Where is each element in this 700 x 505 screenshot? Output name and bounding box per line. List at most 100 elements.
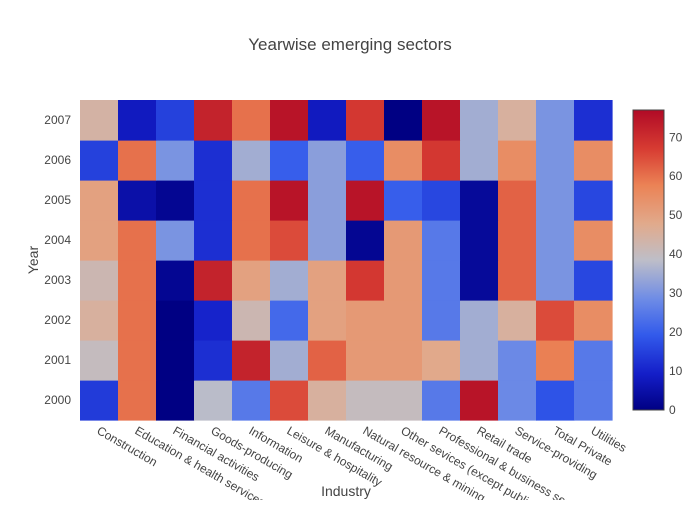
heatmap-cell bbox=[308, 220, 347, 261]
heatmap-cell bbox=[384, 220, 423, 261]
heatmap-cell bbox=[118, 340, 157, 381]
colorbar-tick-label: 20 bbox=[669, 325, 683, 339]
heatmap-cell bbox=[498, 100, 537, 141]
heatmap-cell bbox=[270, 300, 309, 341]
heatmap-cell bbox=[384, 180, 423, 221]
heatmap-cell bbox=[156, 260, 195, 301]
heatmap-cell bbox=[460, 100, 499, 141]
heatmap-cell bbox=[118, 300, 157, 341]
heatmap-cell bbox=[536, 140, 575, 181]
heatmap-cell bbox=[232, 100, 271, 141]
colorbar-tick-label: 60 bbox=[669, 169, 683, 183]
heatmap-cell bbox=[574, 180, 613, 221]
heatmap-cell bbox=[80, 260, 119, 301]
heatmap-cell bbox=[194, 260, 233, 301]
heatmap-cell bbox=[498, 220, 537, 261]
heatmap-cell bbox=[460, 380, 499, 421]
heatmap-cell bbox=[80, 140, 119, 181]
heatmap-cell bbox=[346, 180, 385, 221]
heatmap-cell bbox=[460, 140, 499, 181]
heatmap-cell bbox=[536, 340, 575, 381]
colorbar-tick-label: 40 bbox=[669, 247, 683, 261]
heatmap-cell bbox=[498, 180, 537, 221]
heatmap-cell bbox=[384, 380, 423, 421]
heatmap-cell bbox=[384, 100, 423, 141]
heatmap-cell bbox=[194, 380, 233, 421]
heatmap-cell bbox=[80, 220, 119, 261]
heatmap-cell bbox=[194, 100, 233, 141]
heatmap-cell bbox=[498, 260, 537, 301]
heatmap-cell bbox=[232, 180, 271, 221]
heatmap-cell bbox=[232, 260, 271, 301]
heatmap-cell bbox=[118, 260, 157, 301]
heatmap-cell bbox=[574, 380, 613, 421]
heatmap-cell bbox=[498, 140, 537, 181]
heatmap-cell bbox=[118, 220, 157, 261]
heatmap-cell bbox=[422, 300, 461, 341]
heatmap-cell bbox=[422, 100, 461, 141]
y-tick-label: 2004 bbox=[44, 233, 71, 247]
heatmap-cell bbox=[80, 380, 119, 421]
heatmap-cell bbox=[536, 380, 575, 421]
heatmap-cell bbox=[422, 140, 461, 181]
heatmap-cell bbox=[574, 140, 613, 181]
heatmap-cell bbox=[80, 180, 119, 221]
heatmap-cell bbox=[80, 340, 119, 381]
heatmap-cell bbox=[156, 340, 195, 381]
heatmap-cell bbox=[346, 220, 385, 261]
chart-title: Yearwise emerging sectors bbox=[248, 35, 451, 54]
heatmap-cell bbox=[308, 180, 347, 221]
heatmap-cell bbox=[498, 380, 537, 421]
heatmap-cell bbox=[346, 140, 385, 181]
colorbar-tick-label: 50 bbox=[669, 208, 683, 222]
heatmap-cell bbox=[422, 180, 461, 221]
heatmap-cell bbox=[460, 220, 499, 261]
colorbar: 0 10 20 30 40 50 60 70 bbox=[632, 109, 683, 417]
heatmap-cell bbox=[384, 300, 423, 341]
heatmap-cell bbox=[308, 100, 347, 141]
heatmap-cell bbox=[460, 260, 499, 301]
y-tick-label: 2006 bbox=[44, 153, 71, 167]
heatmap-cell bbox=[194, 340, 233, 381]
heatmap-cell bbox=[270, 180, 309, 221]
heatmap-cell bbox=[194, 220, 233, 261]
y-tick-label: 2007 bbox=[44, 113, 71, 127]
heatmap-cell bbox=[422, 220, 461, 261]
heatmap-cell bbox=[232, 300, 271, 341]
y-tick-label: 2001 bbox=[44, 353, 71, 367]
heatmap-cell bbox=[422, 380, 461, 421]
heatmap-cell bbox=[232, 140, 271, 181]
x-axis-title: Industry bbox=[321, 483, 371, 499]
heatmap-cell bbox=[232, 380, 271, 421]
heatmap-cell bbox=[156, 100, 195, 141]
heatmap-cell bbox=[384, 140, 423, 181]
heatmap-cell bbox=[270, 140, 309, 181]
heatmap-cell bbox=[194, 140, 233, 181]
heatmap-cell bbox=[536, 220, 575, 261]
heatmap-cell bbox=[156, 140, 195, 181]
y-axis-title: Year bbox=[25, 246, 41, 275]
heatmap-cells bbox=[80, 100, 613, 421]
heatmap-cell bbox=[460, 180, 499, 221]
heatmap-cell bbox=[308, 140, 347, 181]
colorbar-tick-label: 70 bbox=[669, 130, 683, 144]
heatmap-cell bbox=[536, 300, 575, 341]
heatmap-cell bbox=[460, 340, 499, 381]
heatmap-cell bbox=[422, 260, 461, 301]
heatmap-cell bbox=[270, 380, 309, 421]
heatmap-cell bbox=[118, 140, 157, 181]
colorbar-tick-label: 0 bbox=[669, 403, 676, 417]
heatmap-cell bbox=[308, 300, 347, 341]
heatmap-cell bbox=[574, 100, 613, 141]
heatmap-cell bbox=[156, 180, 195, 221]
heatmap-cell bbox=[536, 180, 575, 221]
heatmap-cell bbox=[536, 260, 575, 301]
heatmap-cell bbox=[118, 380, 157, 421]
heatmap-cell bbox=[270, 340, 309, 381]
y-tick-label: 2003 bbox=[44, 273, 71, 287]
heatmap-cell bbox=[346, 300, 385, 341]
heatmap-cell bbox=[498, 300, 537, 341]
heatmap-cell bbox=[118, 100, 157, 141]
heatmap-cell bbox=[270, 220, 309, 261]
